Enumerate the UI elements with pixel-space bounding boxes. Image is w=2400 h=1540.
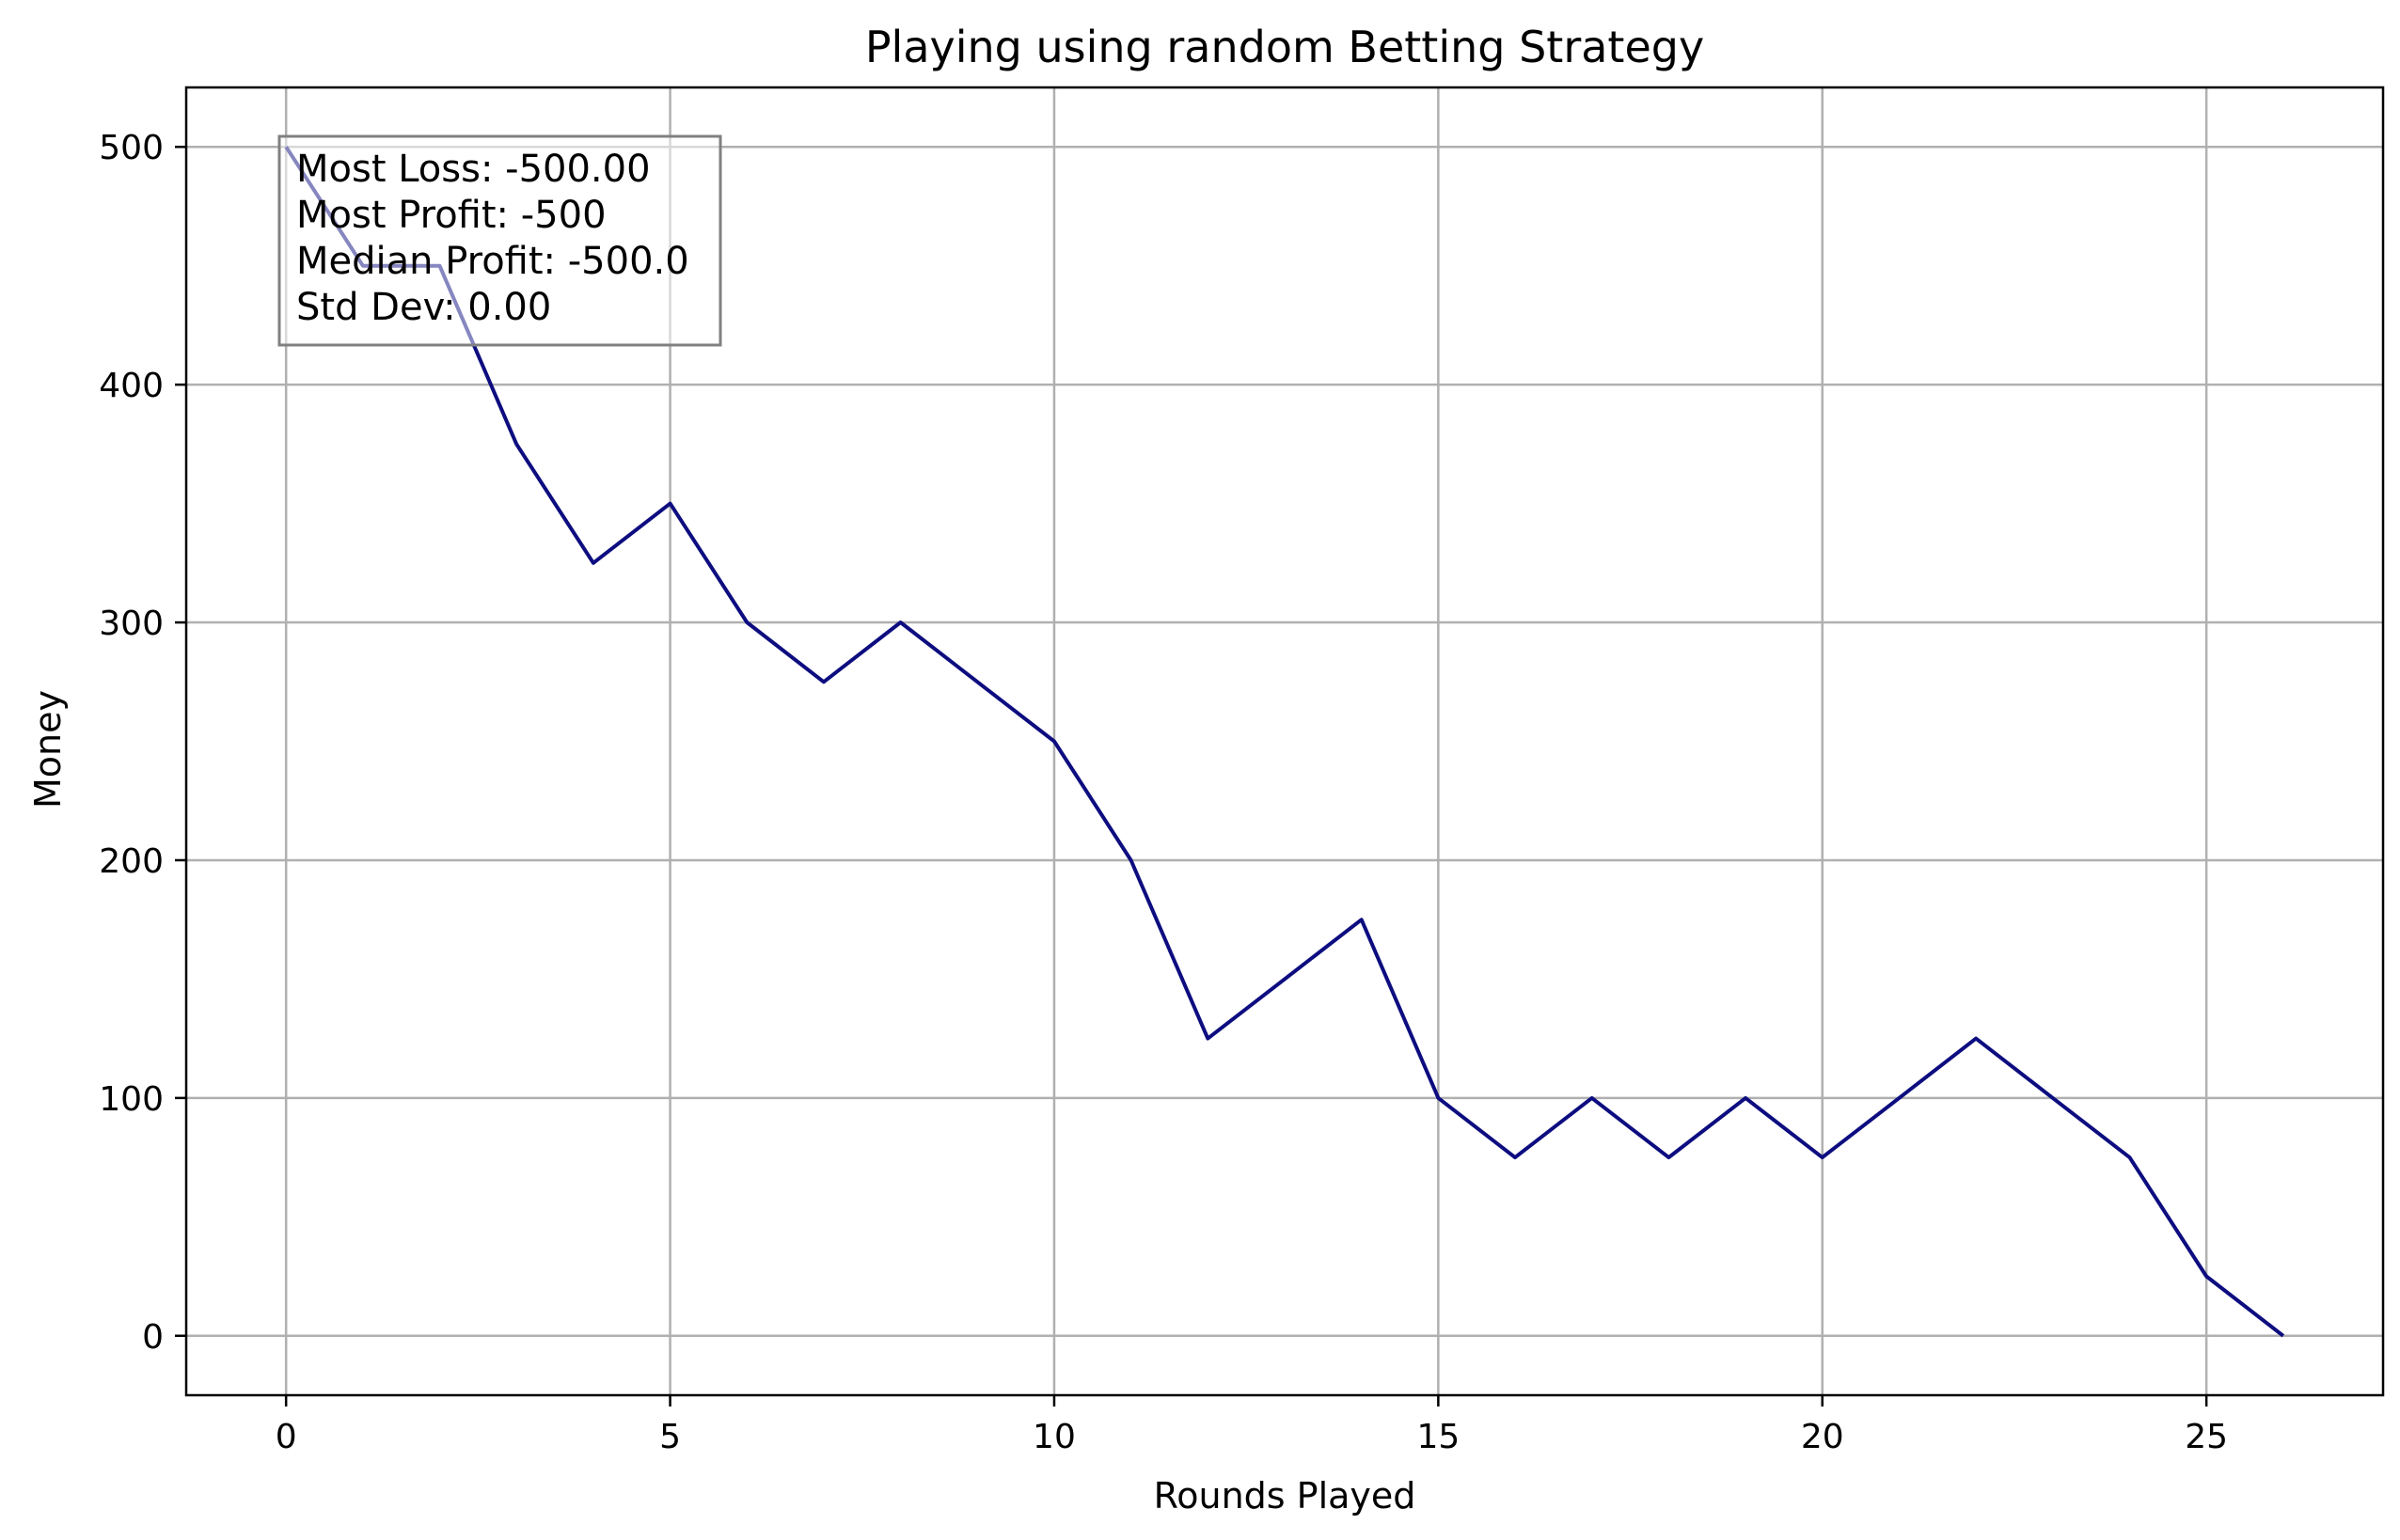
series-line bbox=[284, 146, 2285, 1338]
y-axis-label: Money bbox=[27, 690, 69, 809]
y-tick-label: 400 bbox=[99, 367, 164, 405]
x-axis-label: Rounds Played bbox=[1154, 1475, 1416, 1516]
y-tick-label: 100 bbox=[99, 1080, 164, 1119]
stats-annotation: Most Loss: -500.00 Most Profit: -500 Med… bbox=[277, 134, 722, 347]
x-tick-label: 0 bbox=[276, 1418, 297, 1456]
series-layer bbox=[284, 146, 2285, 1338]
y-tick-label: 300 bbox=[99, 605, 164, 643]
chart-title: Playing using random Betting Strategy bbox=[865, 22, 1704, 72]
annotation-std-dev: Std Dev: 0.00 bbox=[296, 286, 551, 329]
y-tick-label: 0 bbox=[142, 1318, 164, 1357]
x-tick-label: 5 bbox=[659, 1418, 681, 1456]
x-tick-label: 10 bbox=[1033, 1418, 1076, 1456]
x-tick-label: 25 bbox=[2185, 1418, 2228, 1456]
y-tick-label: 200 bbox=[99, 842, 164, 881]
plot-frame bbox=[184, 86, 2385, 1397]
y-axis-ticks: 0 100 200 300 400 500 bbox=[99, 129, 186, 1357]
x-tick-label: 15 bbox=[1416, 1418, 1460, 1456]
annotation-box bbox=[277, 134, 722, 347]
annotation-median-profit: Median Profit: -500.0 bbox=[296, 240, 689, 283]
annotation-most-profit: Most Profit: -500 bbox=[296, 194, 607, 237]
y-tick-label: 500 bbox=[99, 129, 164, 167]
x-tick-label: 20 bbox=[1801, 1418, 1844, 1456]
x-axis-ticks: 0 5 10 15 20 25 bbox=[276, 1395, 2228, 1456]
annotation-most-loss: Most Loss: -500.00 bbox=[296, 148, 651, 191]
